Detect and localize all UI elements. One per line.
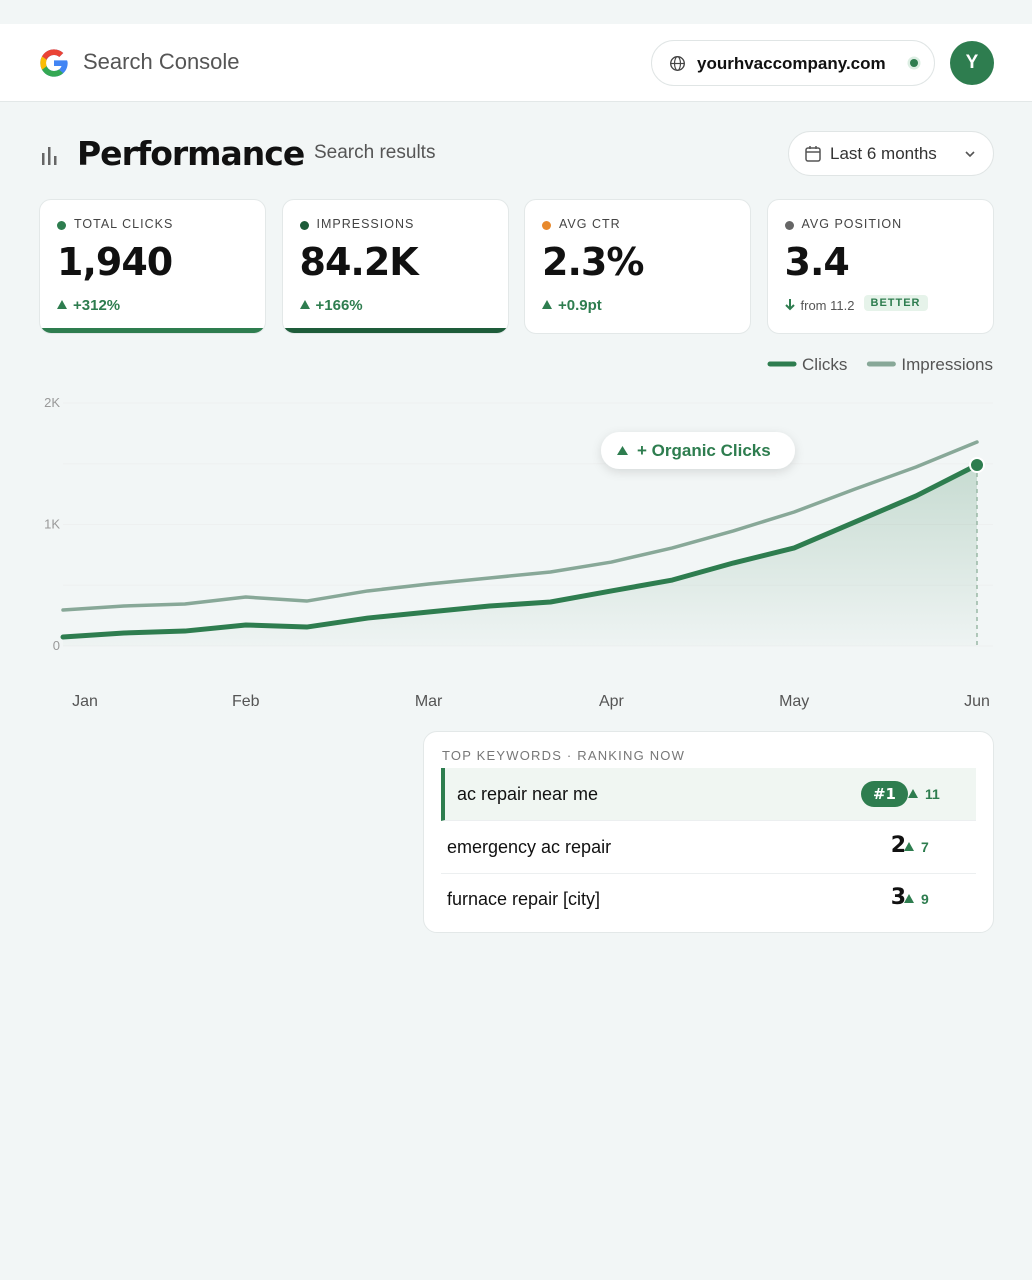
- keyword-change: 11: [925, 786, 940, 802]
- annotation-box: [601, 432, 795, 469]
- metric-value: 84.2K: [299, 240, 419, 284]
- date-range[interactable]: Last 6 months: [788, 131, 994, 176]
- up-arrow: [904, 894, 914, 903]
- up-arrow: [299, 300, 310, 309]
- up-arrow: [57, 300, 67, 309]
- metric-label: TOTAL CLICKS: [74, 217, 174, 231]
- metric-change: from 11.2: [800, 298, 855, 313]
- up-arrow: [542, 300, 552, 309]
- x-tick-label: Jan: [72, 693, 98, 710]
- chevron: [965, 151, 975, 158]
- metric-dot: [299, 221, 309, 230]
- down-arrow: [784, 299, 795, 311]
- metric-label: IMPRESSIONS: [316, 217, 415, 231]
- metric-value: 2.3%: [542, 240, 644, 284]
- product-name: Search Console: [83, 49, 240, 74]
- x-tick-label: Mar: [415, 693, 443, 710]
- metric-dot: [542, 221, 551, 230]
- y-tick-label: 0: [53, 638, 60, 653]
- site-name: yourhvaccompany.com: [697, 54, 886, 73]
- keyword: furnace repair [city]: [447, 889, 601, 909]
- metric-change: +0.9pt: [558, 297, 602, 314]
- legend-label: Impressions: [901, 355, 993, 374]
- status-dot: [907, 56, 921, 70]
- range-label: Last 6 months: [830, 144, 937, 163]
- keyword-row: furnace repair [city] 3 9: [441, 873, 976, 926]
- metric-label: AVG POSITION: [801, 217, 903, 231]
- keyword-change: 9: [921, 891, 929, 907]
- annotation-arrow: [617, 446, 628, 455]
- metric-dot: [784, 221, 794, 230]
- keyword-rank: 2: [890, 832, 906, 858]
- keyword-rank: #1: [860, 781, 908, 807]
- annotation: + Organic Clicks: [637, 441, 771, 460]
- x-tick-label: Jun: [964, 693, 990, 710]
- chart-icon: [42, 147, 57, 165]
- metric-badge: BETTER: [863, 295, 928, 311]
- globe-icon: [670, 56, 685, 71]
- y-tick-label: 2K: [44, 395, 60, 410]
- metric-card: AVG CTR 2.3% +0.9pt: [524, 199, 751, 334]
- up-arrow: [908, 789, 918, 798]
- metric-value: 3.4: [784, 240, 850, 284]
- metric-change: +312%: [73, 297, 121, 314]
- calendar-icon: [805, 146, 821, 162]
- up-arrow: [904, 841, 914, 851]
- metric-underline: [40, 328, 265, 333]
- metric-card: AVG POSITION 3.4 from 11.2 BETTER: [766, 199, 994, 334]
- x-tick-label: Feb: [232, 693, 260, 710]
- metric-dot: [57, 221, 66, 230]
- series-line: [61, 440, 979, 612]
- metric-change: +166%: [315, 297, 363, 314]
- x-tick-label: Apr: [599, 693, 625, 710]
- legend-label: Clicks: [802, 355, 847, 374]
- metric-card: IMPRESSIONS 84.2K +166%: [281, 199, 509, 334]
- page-title: Performance: [77, 134, 305, 173]
- end-point: [969, 456, 985, 473]
- google-logo: [40, 49, 68, 77]
- keywords-title: TOP KEYWORDS · RANKING NOW: [442, 748, 686, 763]
- page-subtitle: Search results: [314, 142, 436, 163]
- metric-underline: [282, 328, 508, 333]
- keyword: emergency ac repair: [447, 836, 612, 857]
- metric-card: TOTAL CLICKS 1,940 +312%: [39, 199, 266, 334]
- keyword-row: emergency ac repair 2 7: [441, 821, 976, 874]
- metric-value: 1,940: [57, 240, 173, 284]
- chart: 0 1K 2K Jan Feb Mar Apr May Jun Impressions Clicks…: [44, 355, 993, 710]
- keyword-rank: 3: [890, 885, 906, 910]
- keywords-card: TOP KEYWORDS · RANKING NOW ac repair nea…: [423, 731, 994, 933]
- keyword: ac repair near me: [457, 784, 599, 804]
- y-tick-label: 1K: [44, 517, 60, 532]
- x-tick-label: May: [779, 693, 809, 710]
- keyword-change: 7: [921, 838, 929, 855]
- series-line: [60, 462, 980, 640]
- site-selector[interactable]: yourhvaccompany.com: [651, 40, 935, 86]
- clicks-area: [63, 464, 977, 646]
- avatar[interactable]: Y: [950, 41, 994, 85]
- keyword-row: ac repair near me #1 11: [441, 768, 976, 821]
- metric-label: AVG CTR: [559, 217, 621, 231]
